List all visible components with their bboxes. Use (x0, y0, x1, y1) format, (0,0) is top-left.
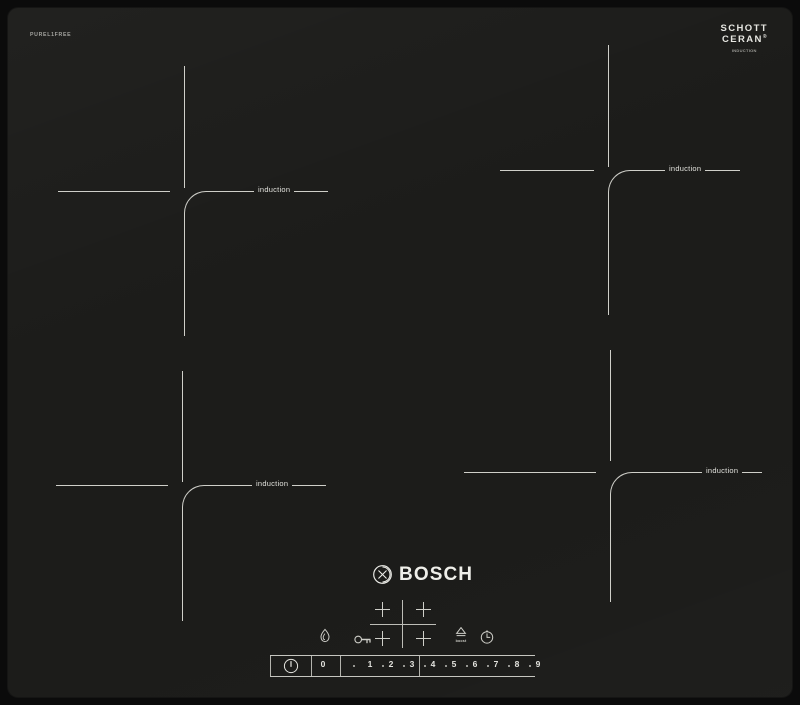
zone-select-rear-left[interactable] (375, 602, 390, 617)
slider-dot (445, 665, 447, 667)
pan-detection-icon[interactable] (318, 628, 332, 649)
pan-detection-glyph (320, 628, 330, 643)
zone-front-left-vline-bottom (182, 507, 183, 621)
slider-separator (419, 656, 420, 676)
zone-front-left[interactable]: induction (56, 371, 326, 621)
zone-rear-right-label: induction (665, 164, 706, 173)
slider-rail-bottom (270, 676, 535, 677)
induction-hob-surface: PUREL1FREE SCHOTT CERAN® INDUCTION induc… (8, 8, 792, 697)
zone-rear-left-hline-left (58, 191, 170, 192)
zone-rear-left-vline-top (184, 66, 185, 188)
zone-front-left-hline-left (56, 485, 168, 486)
booster-label: boost (455, 638, 467, 643)
zone-rear-left[interactable]: induction (58, 66, 328, 336)
zone-matrix-divider-horizontal (370, 624, 436, 625)
slider-level-6[interactable]: 6 (472, 659, 478, 669)
bosch-logo: BOSCH (373, 565, 473, 584)
purelfree-marking: PUREL1FREE (30, 32, 72, 38)
bosch-armature-icon (373, 565, 392, 584)
slider-dot (353, 665, 355, 667)
schott-ceran-line2: CERAN® (722, 33, 767, 45)
zone-front-right-hline-right (632, 472, 762, 473)
slider-dot (382, 665, 384, 667)
power-level-slider[interactable]: 0 1 2 3 4 5 6 7 8 9 (270, 655, 540, 679)
slider-dot (424, 665, 426, 667)
timer-clock-glyph (480, 630, 494, 644)
slider-level-2[interactable]: 2 (388, 659, 394, 669)
zone-selection-matrix[interactable] (368, 600, 438, 648)
zone-front-right-vline-top (610, 350, 611, 461)
slider-level-4[interactable]: 4 (430, 659, 436, 669)
zone-front-right-label: induction (702, 466, 743, 475)
slider-level-7[interactable]: 7 (493, 659, 499, 669)
slider-level-1[interactable]: 1 (367, 659, 373, 669)
child-lock-key-icon[interactable] (354, 632, 372, 650)
zone-rear-right-hline-left (500, 170, 594, 171)
zone-select-rear-right[interactable] (416, 602, 431, 617)
slider-level-0[interactable]: 0 (320, 659, 326, 669)
control-panel[interactable]: boost 0 1 (270, 600, 540, 686)
slider-dot (487, 665, 489, 667)
timer-clock-icon[interactable] (480, 630, 494, 649)
slider-separator (311, 656, 312, 676)
slider-level-9[interactable]: 9 (535, 659, 541, 669)
slider-level-8[interactable]: 8 (514, 659, 520, 669)
schott-ceran-subline: INDUCTION (731, 48, 757, 54)
slider-level-3[interactable]: 3 (409, 659, 415, 669)
schott-ceran-logo: SCHOTT CERAN® INDUCTION (720, 23, 768, 54)
power-button[interactable] (280, 657, 302, 675)
slider-separator (270, 656, 271, 676)
bosch-wordmark: BOSCH (399, 564, 474, 585)
zone-rear-left-vline-bottom (184, 213, 185, 336)
zone-rear-left-corner-arc (184, 191, 207, 214)
zone-front-right-vline-bottom (610, 494, 611, 602)
zone-front-left-vline-top (182, 371, 183, 482)
schott-ceran-line1: SCHOTT (720, 23, 768, 34)
slider-dot (403, 665, 405, 667)
zone-rear-right-vline-bottom (608, 192, 609, 315)
zone-rear-left-label: induction (254, 185, 295, 194)
zone-front-left-label: induction (252, 479, 293, 488)
zone-select-front-left[interactable] (375, 631, 390, 646)
zone-select-front-right[interactable] (416, 631, 431, 646)
slider-level-5[interactable]: 5 (451, 659, 457, 669)
zone-front-right-corner-arc (610, 472, 633, 495)
booster-icon[interactable]: boost (448, 627, 474, 643)
zone-front-right-hline-left (464, 472, 596, 473)
slider-rail-top (270, 655, 535, 656)
slider-dot (529, 665, 531, 667)
child-lock-key-glyph (354, 635, 371, 644)
zone-rear-right[interactable]: induction (500, 45, 770, 325)
zone-rear-right-vline-top (608, 45, 609, 167)
zone-rear-right-corner-arc (608, 170, 631, 193)
booster-arrow-glyph (455, 627, 467, 637)
slider-dot (466, 665, 468, 667)
slider-separator (340, 656, 341, 676)
zone-front-right[interactable]: induction (452, 350, 762, 620)
power-icon (283, 658, 299, 674)
slider-dot (508, 665, 510, 667)
zone-front-left-corner-arc (182, 485, 205, 508)
